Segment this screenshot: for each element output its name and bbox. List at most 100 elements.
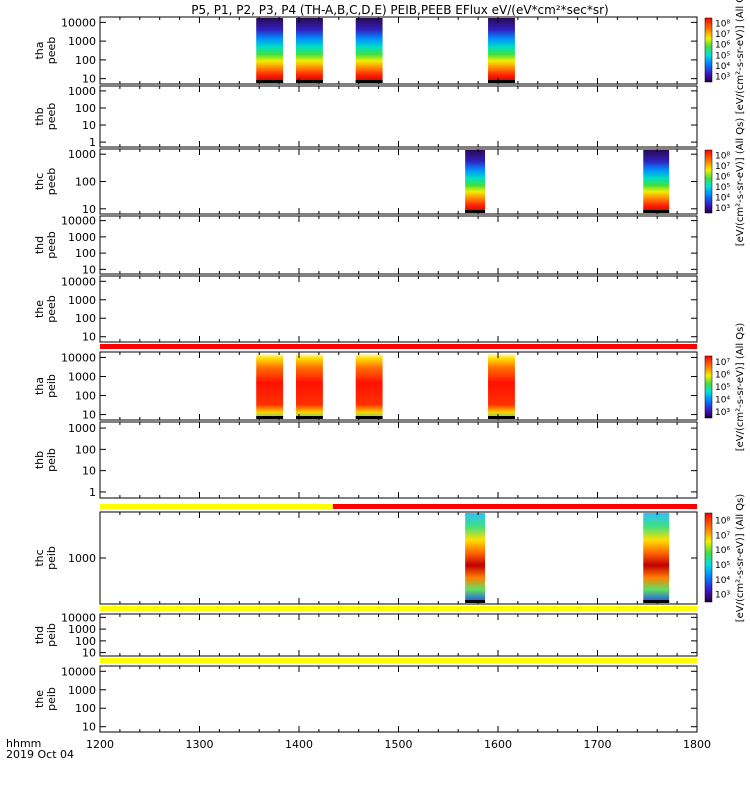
- colorbar-tick-label: 10⁴: [715, 193, 730, 203]
- x-label-date: 2019 Oct 04: [6, 748, 74, 761]
- y-tick-label: 10000: [61, 275, 96, 288]
- panels-group: 10100100010000thapeeb10³10⁴10⁵10⁶10⁷10⁸[…: [33, 0, 746, 734]
- spectrogram-block: [256, 18, 284, 83]
- y-tick-label: 1000: [68, 623, 96, 636]
- top-bar-0: [100, 658, 697, 663]
- y-label-instrument: peib: [45, 687, 58, 711]
- colorbar-tick-label: 10⁶: [715, 41, 730, 51]
- colorbar-label: [eV/(cm²-s-sr-eV)] (All Qs): [735, 323, 746, 452]
- y-tick-label: 1000: [68, 684, 96, 697]
- y-tick-label: 100: [75, 176, 96, 189]
- x-tick-label: 1300: [186, 738, 214, 751]
- colorbar-tick-label: 10⁶: [715, 172, 730, 182]
- y-tick-label: 10: [82, 73, 96, 86]
- colorbar-tick-label: 10⁴: [715, 395, 730, 405]
- panel-frame: [99, 421, 698, 499]
- panel-frame: [99, 215, 698, 275]
- y-axis-label: thbpeib: [33, 448, 58, 472]
- y-tick-label: 10: [82, 647, 96, 660]
- block-baseline: [296, 416, 323, 419]
- block-baseline: [355, 416, 383, 419]
- colorbar-tick-label: 10³: [715, 73, 730, 83]
- x-tick-label: 1700: [584, 738, 612, 751]
- colorbar-tick-label: 10⁵: [715, 51, 730, 61]
- y-axis-label: thdpeeb: [33, 231, 58, 259]
- y-tick-label: 10000: [61, 611, 96, 624]
- y-axis-label: thapeeb: [33, 37, 58, 65]
- panel-tha-peeb: 10100100010000thapeeb10³10⁴10⁵10⁶10⁷10⁸[…: [33, 0, 746, 114]
- block-baseline: [643, 600, 670, 603]
- colorbar-label: [eV/(cm²-s-sr-eV)] (All Qs): [735, 118, 746, 247]
- y-tick-label: 100: [75, 390, 96, 403]
- y-tick-label: 1000: [68, 422, 96, 435]
- panel-frame: [99, 85, 698, 148]
- colorbar-label: [eV/(cm²-s-sr-eV)] (All Qs): [735, 0, 746, 114]
- y-axis-label: thbpeeb: [33, 103, 58, 131]
- spectrogram-block: [296, 353, 323, 419]
- colorbar-tick-label: 10⁸: [715, 19, 730, 29]
- y-axis-label: thcpeeb: [33, 168, 58, 196]
- y-tick-label: 10000: [61, 351, 96, 364]
- y-tick-label: 100: [75, 102, 96, 115]
- y-tick-label: 1: [89, 486, 96, 499]
- x-tick-label: 1500: [385, 738, 413, 751]
- block-baseline: [488, 416, 515, 419]
- colorbar-tick-label: 10⁷: [715, 358, 730, 368]
- spectrogram-block: [488, 353, 515, 419]
- colorbar-tick-label: 10³: [715, 204, 730, 214]
- y-label-probe: thd: [33, 236, 46, 254]
- panel-frame: [99, 613, 698, 657]
- panel-thb-peib: 1 10 100 1000 thbpeib: [33, 421, 698, 499]
- y-label-probe: the: [33, 300, 46, 318]
- y-label-instrument: peib: [45, 374, 58, 398]
- y-axis-label: thdpeib: [33, 623, 58, 647]
- y-tick-label: 1000: [68, 294, 96, 307]
- y-label-probe: thb: [33, 451, 46, 469]
- y-tick-label: 10: [82, 465, 96, 478]
- y-tick-label: 10: [82, 409, 96, 422]
- colorbar-tick-label: 10⁷: [715, 162, 730, 172]
- y-label-instrument: peeb: [45, 168, 58, 196]
- x-tick-label: 1600: [484, 738, 512, 751]
- block-baseline: [296, 80, 323, 83]
- top-bar-0: [100, 504, 333, 509]
- panel-frame: [99, 665, 698, 733]
- y-tick-label: 100: [75, 312, 96, 325]
- panel-thc-peib: 1000 thcpeib 10³ 10⁴ 10⁵ 10⁶ 10⁷ 10⁸ [eV/(cm²-s-…: [33, 494, 746, 623]
- panel-frame: [99, 148, 698, 215]
- spectrogram-block: [643, 513, 670, 603]
- y-label-probe: thc: [33, 549, 46, 566]
- spectrogram-block: [296, 18, 323, 83]
- y-label-probe: thd: [33, 626, 46, 644]
- y-tick-label: 1000: [68, 148, 96, 161]
- block-baseline: [256, 80, 284, 83]
- panel-thb-peeb: 1 10 100 1000 thbpeeb: [33, 85, 698, 149]
- colorbar-tick-label: 10⁸: [715, 516, 730, 526]
- colorbar-label: [eV/(cm²-s-sr-eV)] (All Qs): [735, 494, 746, 623]
- panel-frame: [99, 275, 698, 343]
- top-bar-1: [332, 504, 697, 509]
- block-baseline: [488, 80, 515, 83]
- colorbar: [704, 512, 713, 603]
- y-label-probe: thb: [33, 107, 46, 125]
- colorbar-tick-label: 10⁵: [715, 561, 730, 571]
- y-tick-label: 1000: [68, 35, 96, 48]
- y-tick-label: 1000: [68, 552, 96, 565]
- y-axis-label: thapeib: [33, 374, 58, 398]
- y-axis-label: thepeeb: [33, 295, 58, 323]
- colorbar-tick-label: 10⁷: [715, 30, 730, 40]
- y-axis-label: thcpeib: [33, 546, 58, 570]
- y-tick-label: 100: [75, 54, 96, 67]
- y-label-probe: thc: [33, 173, 46, 190]
- colorbar-tick-label: 10⁵: [715, 383, 730, 393]
- top-bar-0: [100, 344, 697, 349]
- colorbar-tick-label: 10⁵: [715, 183, 730, 193]
- spectrogram-block: [355, 18, 383, 83]
- x-tick-label: 1800: [683, 738, 711, 751]
- x-axis: 1200 1300 1400 1500 1600 1700 1800: [86, 738, 711, 751]
- colorbar-tick-label: 10⁸: [715, 151, 730, 161]
- colorbar-tick-label: 10³: [715, 408, 730, 418]
- y-tick-label: 100: [75, 702, 96, 715]
